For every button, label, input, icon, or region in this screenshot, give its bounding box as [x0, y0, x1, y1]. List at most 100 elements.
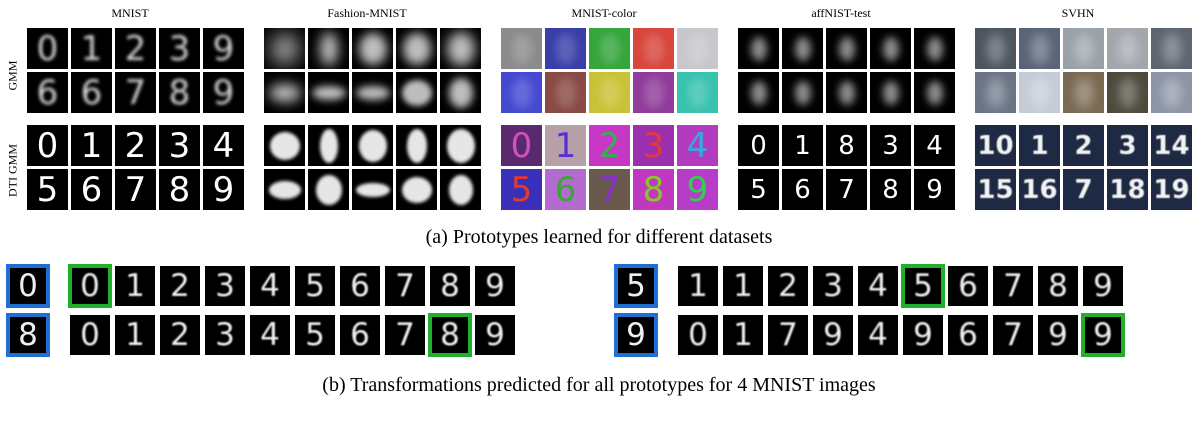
best-transformed-prototype: 5 [901, 264, 945, 308]
svhn-dti-prototype: 16 [1019, 169, 1060, 210]
svhn-gmm-prototype [1019, 72, 1060, 113]
mnist-color-dti-prototype: 1 [545, 125, 586, 166]
grid-svhn-gmm [975, 28, 1192, 113]
fashion-gmm-prototype [352, 72, 393, 113]
mnist-color-dti-prototype: 9 [677, 169, 718, 210]
prototype-glyph: 18 [1109, 174, 1146, 205]
affnist-gmm-prototype [738, 28, 779, 69]
blurred-prototype [355, 182, 390, 197]
affnist-gmm-prototype [870, 28, 911, 69]
best-transformed-prototype: 0 [68, 264, 112, 308]
dataset-title-mnist: MNIST [111, 6, 149, 20]
transformed-prototype: 5 [295, 266, 335, 306]
transformed-glyph: 9 [823, 316, 843, 353]
prototype-glyph: 3 [882, 130, 899, 161]
blurred-prototype [358, 32, 387, 65]
svhn-gmm-prototype [1019, 28, 1060, 69]
prototype-glyph: 1 [80, 125, 103, 166]
blurred-prototype [511, 33, 532, 64]
transformed-prototype: 3 [813, 266, 853, 306]
blurred-prototype [926, 80, 943, 105]
prototype-glyph: 0 [36, 28, 59, 69]
svhn-dti-prototype: 7 [1063, 169, 1104, 210]
prototype-glyph: 2 [1074, 130, 1093, 161]
blurred-prototype [1118, 77, 1137, 108]
mnist-gmm-prototype: 3 [159, 28, 200, 69]
transformed-prototype: 2 [768, 266, 808, 306]
prototype-glyph: 6 [80, 72, 103, 113]
prototype-glyph: 6 [794, 174, 811, 205]
prototype-glyph: 4 [212, 125, 235, 166]
mnist-color-dti-prototype: 3 [633, 125, 674, 166]
blurred-prototype [882, 80, 899, 105]
spacer [661, 315, 673, 355]
mnist-color-gmm-prototype [677, 28, 718, 69]
transformed-glyph: 9 [1048, 316, 1068, 353]
blurred-prototype [926, 36, 943, 61]
mnist-color-gmm-prototype [633, 72, 674, 113]
prototype-glyph: 3 [168, 125, 191, 166]
mnist-color-gmm-prototype [501, 28, 542, 69]
fashion-dti-prototype [308, 169, 349, 210]
svhn-dti-prototype: 3 [1107, 125, 1148, 166]
prototype-glyph: 8 [168, 169, 191, 210]
prototype-glyph: 8 [168, 72, 191, 113]
prototype-glyph: 0 [750, 130, 767, 161]
transformed-glyph: 8 [440, 316, 460, 353]
transformed-glyph: 8 [440, 267, 460, 304]
svhn-gmm-prototype [975, 28, 1016, 69]
svhn-dti-prototype: 19 [1151, 169, 1192, 210]
dataset-title-svhn: SVHN [1061, 6, 1095, 20]
affnist-gmm-prototype [826, 28, 867, 69]
dataset-title-fashion-mnist: Fashion-MNIST [327, 6, 407, 20]
prototype-glyph: 6 [554, 169, 577, 210]
mnist-color-dti-prototype: 0 [501, 125, 542, 166]
prototype-glyph: 8 [882, 174, 899, 205]
affnist-gmm-prototype [914, 72, 955, 113]
prototype-glyph: 1 [1030, 130, 1049, 161]
transformed-prototype: 1 [115, 266, 155, 306]
transformed-prototype: 6 [948, 266, 988, 306]
transformed-prototype: 7 [993, 315, 1033, 355]
transformed-prototype: 9 [1083, 266, 1123, 306]
mnist-color-dti-prototype: 7 [589, 169, 630, 210]
transformed-prototype: 5 [295, 315, 335, 355]
grid-fashion-gmm [264, 28, 481, 113]
mnist-dti-prototype: 0 [27, 125, 68, 166]
blurred-prototype [838, 36, 855, 61]
transformed-glyph: 2 [170, 316, 190, 353]
mnist-gmm-prototype: 9 [203, 72, 244, 113]
affnist-dti-prototype: 5 [738, 169, 779, 210]
mnist-gmm-prototype: 2 [115, 28, 156, 69]
fashion-gmm-prototype [264, 28, 305, 69]
transformed-prototype: 3 [205, 266, 245, 306]
mnist-gmm-prototype: 6 [71, 72, 112, 113]
prototype-glyph: 16 [1021, 174, 1058, 205]
svhn-gmm-prototype [1151, 28, 1192, 69]
mnist-dti-prototype: 7 [115, 169, 156, 210]
prototype-glyph: 5 [750, 174, 767, 205]
blurred-prototype [986, 77, 1005, 108]
prototype-glyph: 4 [926, 130, 943, 161]
blurred-prototype [269, 131, 300, 160]
mnist-color-gmm-prototype [633, 28, 674, 69]
svhn-gmm-prototype [1151, 72, 1192, 113]
prototype-glyph: 2 [598, 125, 621, 166]
blurred-prototype [401, 79, 432, 106]
blurred-prototype [1030, 77, 1049, 108]
grid-affnist-gmm [738, 28, 955, 113]
mnist-dti-prototype: 1 [71, 125, 112, 166]
transformed-glyph: 0 [80, 267, 100, 304]
fashion-gmm-prototype [264, 72, 305, 113]
blurred-prototype [687, 77, 708, 108]
blurred-prototype [1074, 77, 1093, 108]
affnist-dti-prototype: 8 [826, 125, 867, 166]
affnist-dti-prototype: 9 [914, 169, 955, 210]
fashion-gmm-prototype [308, 72, 349, 113]
transformed-glyph: 7 [395, 316, 415, 353]
blurred-prototype [794, 36, 811, 61]
mnist-color-dti-prototype: 8 [633, 169, 674, 210]
prototype-glyph: 9 [212, 28, 235, 69]
